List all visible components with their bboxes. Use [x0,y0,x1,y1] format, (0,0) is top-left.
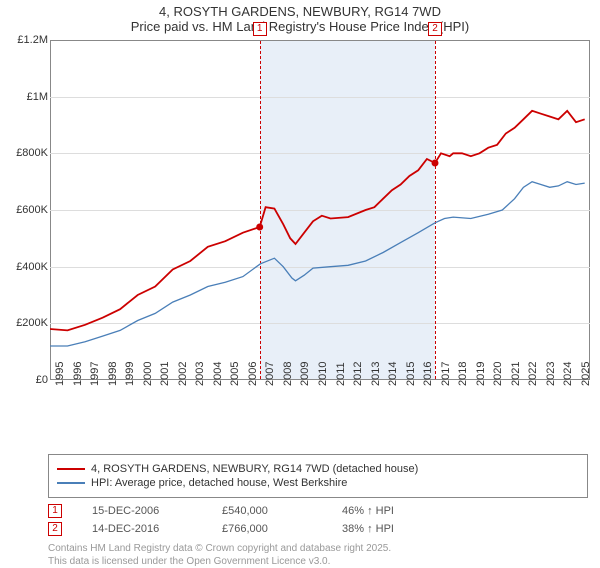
sale-price: £540,000 [222,505,312,517]
legend-swatch [57,468,85,470]
series-property [50,111,585,331]
sale-row: 2 14-DEC-2016 £766,000 38% ↑ HPI [48,522,588,536]
sale-marker-dot [432,159,439,166]
sale-date: 15-DEC-2006 [92,505,192,517]
ytick-label: £1.2M [10,34,48,46]
sale-row: 1 15-DEC-2006 £540,000 46% ↑ HPI [48,504,588,518]
sale-marker-box: 1 [253,22,267,36]
title-line-2: Price paid vs. HM Land Registry's House … [0,19,600,34]
sales-table: 1 15-DEC-2006 £540,000 46% ↑ HPI 2 14-DEC-201… [48,504,588,536]
legend-row: HPI: Average price, detached house, West… [57,477,579,489]
sale-marker-box: 2 [428,22,442,36]
title-block: 4, ROSYTH GARDENS, NEWBURY, RG14 7WD Pri… [0,0,600,40]
sale-row-marker: 1 [48,504,62,518]
footer-line-1: Contains HM Land Registry data © Crown c… [48,542,588,555]
ytick-label: £0 [10,374,48,386]
sale-pct: 46% ↑ HPI [342,505,394,517]
ytick-label: £1M [10,91,48,103]
legend-swatch [57,482,85,483]
legend: 4, ROSYTH GARDENS, NEWBURY, RG14 7WD (de… [48,454,588,498]
chart-area: £0£200K£400K£600K£800K£1M£1.2M 199519961… [10,40,590,410]
sale-pct: 38% ↑ HPI [342,523,394,535]
ytick-label: £200K [10,317,48,329]
legend-text: HPI: Average price, detached house, West… [91,477,347,489]
footer-line-2: This data is licensed under the Open Gov… [48,555,588,568]
legend-row: 4, ROSYTH GARDENS, NEWBURY, RG14 7WD (de… [57,463,579,475]
sale-marker-dot [256,224,263,231]
title-line-1: 4, ROSYTH GARDENS, NEWBURY, RG14 7WD [0,4,600,19]
footer: Contains HM Land Registry data © Crown c… [48,542,588,568]
ytick-label: £800K [10,147,48,159]
line-plot-svg [50,40,590,380]
legend-text: 4, ROSYTH GARDENS, NEWBURY, RG14 7WD (de… [91,463,418,475]
ytick-label: £600K [10,204,48,216]
ytick-label: £400K [10,261,48,273]
sale-price: £766,000 [222,523,312,535]
chart-container: 4, ROSYTH GARDENS, NEWBURY, RG14 7WD Pri… [0,0,600,560]
sale-date: 14-DEC-2016 [92,523,192,535]
sale-row-marker: 2 [48,522,62,536]
series-hpi [50,182,585,346]
